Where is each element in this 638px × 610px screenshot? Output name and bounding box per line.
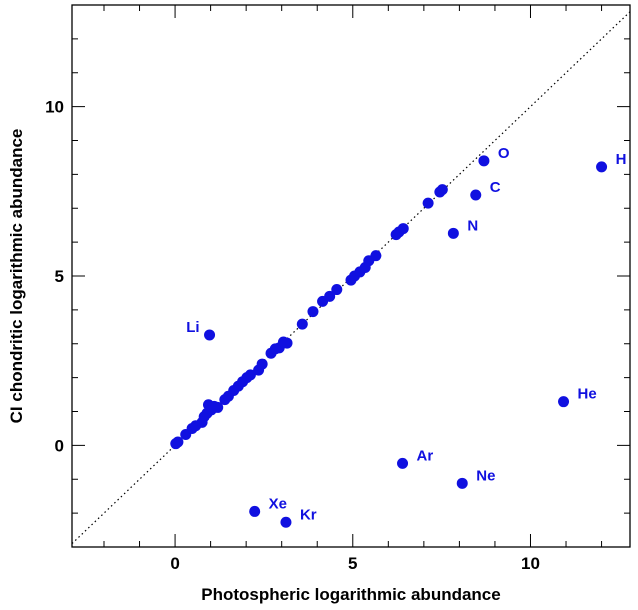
data-points xyxy=(170,155,608,528)
data-point xyxy=(331,284,343,296)
point-label-o: O xyxy=(498,145,510,162)
point-label-h: H xyxy=(616,151,627,168)
data-point xyxy=(422,197,434,209)
y-tick-label: 10 xyxy=(45,98,64,117)
data-point xyxy=(397,223,409,235)
point-label-n: N xyxy=(467,217,478,234)
data-point xyxy=(256,358,268,370)
data-point xyxy=(172,436,184,448)
data-point-kr xyxy=(280,516,292,528)
data-point xyxy=(244,369,256,381)
point-label-li: Li xyxy=(186,319,199,336)
x-tick-label: 0 xyxy=(170,554,179,573)
axis-ticks: 0 5 10 0 5 10 xyxy=(45,4,630,573)
point-label-kr: Kr xyxy=(300,506,317,523)
x-axis-label: Photospheric logarithmic abundance xyxy=(201,585,500,604)
data-point-h xyxy=(596,161,608,173)
data-point xyxy=(436,184,448,196)
data-point xyxy=(370,250,382,262)
point-label-xe: Xe xyxy=(269,495,287,512)
point-labels: H OC N Li He Ar Ne Xe Kr xyxy=(186,145,626,523)
data-point xyxy=(212,401,224,413)
x-tick-label: 5 xyxy=(348,554,357,573)
data-point xyxy=(296,318,308,330)
point-label-ne: Ne xyxy=(476,467,495,484)
data-point-li xyxy=(204,329,216,341)
data-point-xe xyxy=(249,505,261,517)
data-point xyxy=(281,337,293,349)
data-point-o xyxy=(478,155,490,167)
y-tick-label: 0 xyxy=(55,436,64,455)
data-point xyxy=(307,306,319,318)
point-label-ar: Ar xyxy=(417,447,434,464)
y-tick-label: 5 xyxy=(55,267,64,286)
data-point-he xyxy=(558,396,570,408)
data-point-ne xyxy=(456,477,468,489)
data-point xyxy=(324,290,336,302)
data-point-ar xyxy=(397,457,409,469)
data-point-c xyxy=(470,189,482,201)
x-tick-label: 10 xyxy=(521,554,540,573)
point-label-he: He xyxy=(578,386,597,403)
data-point-n xyxy=(447,227,459,239)
point-label-c: C xyxy=(490,179,501,196)
y-axis-label: CI chondritic logarithmic abundance xyxy=(7,129,26,424)
